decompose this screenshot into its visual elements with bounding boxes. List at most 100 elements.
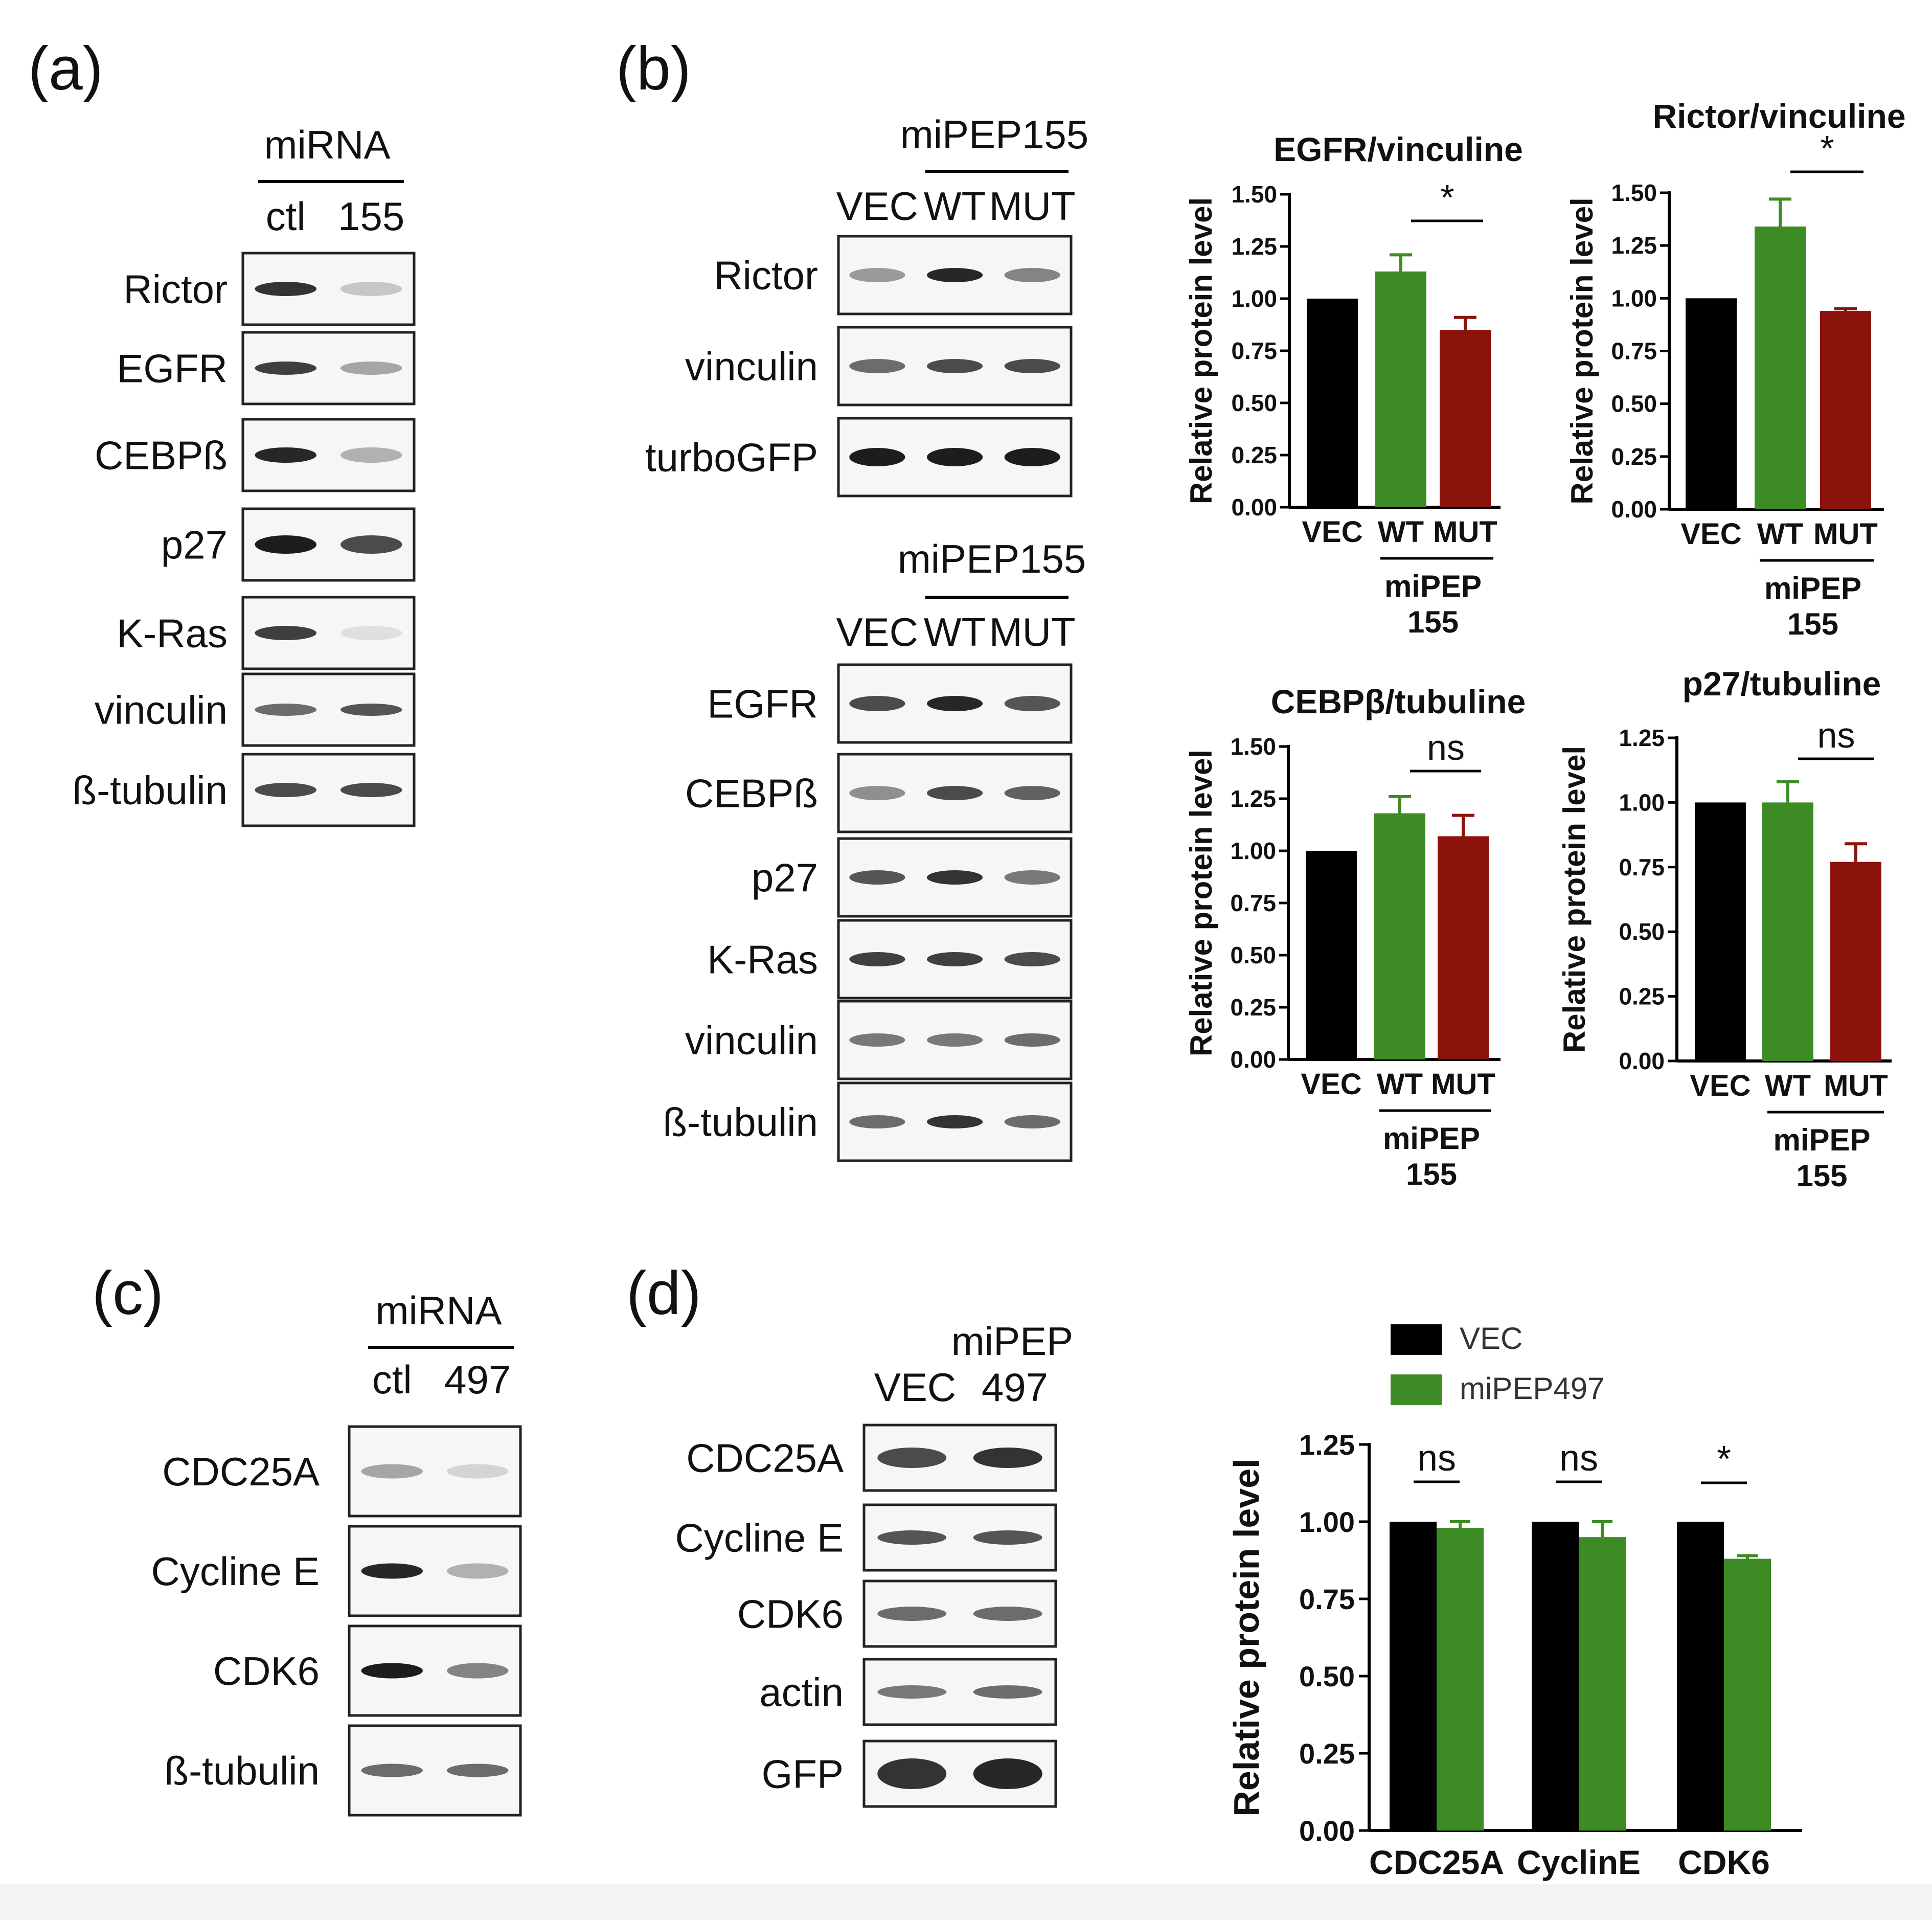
chart-category-label: CDK6 bbox=[1678, 1843, 1770, 1881]
chart-bar bbox=[1438, 836, 1489, 1059]
blot-row-label: Rictor bbox=[123, 266, 228, 311]
chart-ytick-label: 0.25 bbox=[1231, 442, 1277, 468]
chart-bar bbox=[1579, 1537, 1626, 1831]
chart-ytick-label: 0.50 bbox=[1299, 1660, 1355, 1692]
blot-band bbox=[849, 1033, 905, 1047]
chart-ytick-label: 1.00 bbox=[1230, 838, 1276, 864]
chart-bar bbox=[1695, 802, 1746, 1061]
chart-ytick-label: 0.75 bbox=[1611, 338, 1657, 365]
blot-band bbox=[361, 1764, 423, 1777]
chart-ytick-label: 0.50 bbox=[1611, 391, 1657, 417]
blot-row bbox=[348, 1425, 522, 1518]
chart-significance-label: ns bbox=[1417, 1438, 1456, 1479]
legend-swatch bbox=[1391, 1374, 1442, 1405]
blot-row-label: CDK6 bbox=[213, 1648, 320, 1693]
blot-band bbox=[340, 447, 402, 463]
legend-label: VEC bbox=[1460, 1321, 1522, 1356]
chart-category-label: VEC bbox=[1302, 515, 1362, 549]
blot-group-header: miRNA bbox=[264, 122, 391, 167]
chart-bar bbox=[1724, 1558, 1771, 1831]
blot-band bbox=[973, 1530, 1042, 1545]
chart-ytick-label: 0.00 bbox=[1231, 494, 1277, 521]
chart-ylabel: Relative protein level bbox=[1184, 197, 1218, 504]
blot-band bbox=[849, 268, 905, 282]
blot-band bbox=[255, 626, 317, 640]
chart-ytick-label: 0.25 bbox=[1230, 994, 1276, 1021]
chart-title: p27/tubuline bbox=[1683, 665, 1881, 703]
blot-frame bbox=[348, 1425, 522, 1518]
blot-row bbox=[241, 753, 416, 827]
blot-band bbox=[255, 362, 317, 375]
blot-row bbox=[862, 1658, 1057, 1726]
blot-band bbox=[849, 359, 905, 373]
blot-band bbox=[849, 870, 905, 885]
blot-lane-label: 497 bbox=[982, 1365, 1048, 1410]
chart-group-label: 155 bbox=[1796, 1159, 1847, 1193]
blot-row-label: Cycline E bbox=[151, 1549, 320, 1594]
blot-band bbox=[926, 696, 983, 711]
chart-bar bbox=[1390, 1522, 1437, 1831]
blot-lane-label: WT bbox=[924, 184, 986, 229]
blot-row bbox=[862, 1740, 1057, 1808]
blot-group-header: miPEP155 bbox=[900, 112, 1089, 157]
blot-row bbox=[348, 1624, 522, 1717]
blot-row-label: CDC25A bbox=[686, 1435, 844, 1480]
chart-ytick-label: 0.00 bbox=[1611, 496, 1657, 523]
chart-bar bbox=[1375, 271, 1426, 507]
chart-ytick-label: 0.25 bbox=[1619, 983, 1665, 1010]
blot-frame bbox=[241, 252, 416, 326]
panel-label-c: (c) bbox=[92, 1259, 164, 1327]
chart-category-label: MUT bbox=[1813, 517, 1878, 551]
blot-band bbox=[877, 1685, 947, 1699]
blot-band bbox=[446, 1764, 509, 1777]
blot-row bbox=[837, 417, 1073, 498]
chart-significance-label: * bbox=[1717, 1439, 1731, 1480]
blot-row bbox=[837, 753, 1073, 833]
blot-row bbox=[837, 1000, 1073, 1080]
blot-row bbox=[241, 252, 416, 326]
chart-group-label: miPEP bbox=[1384, 569, 1482, 603]
chart-bar bbox=[1374, 813, 1425, 1059]
blot-frame bbox=[862, 1579, 1057, 1648]
blot-band bbox=[973, 1758, 1042, 1789]
blot-row bbox=[348, 1724, 522, 1817]
blot-band bbox=[340, 783, 402, 797]
blot-row-label: ß-tubulin bbox=[165, 1748, 320, 1793]
blot-row-label: EGFR bbox=[707, 681, 818, 726]
chart-significance-label: * bbox=[1820, 128, 1834, 168]
blot-row bbox=[862, 1579, 1057, 1648]
blot-lane-label: WT bbox=[924, 609, 986, 654]
chart-ylabel: Relative protein level bbox=[1184, 750, 1218, 1056]
blot-row-label: GFP bbox=[762, 1751, 844, 1796]
chart-group-label: 155 bbox=[1787, 607, 1838, 641]
blot-band bbox=[926, 786, 983, 800]
legend-label: miPEP497 bbox=[1460, 1371, 1604, 1406]
blot-band bbox=[361, 1464, 423, 1479]
chart-category-label: VEC bbox=[1680, 517, 1741, 551]
chart-ylabel: Relative protein level bbox=[1557, 746, 1592, 1053]
blot-band bbox=[1004, 448, 1060, 466]
chart-ytick-label: 0.50 bbox=[1619, 918, 1665, 945]
chart-ytick-label: 1.25 bbox=[1299, 1429, 1355, 1461]
chart-group-label: miPEP bbox=[1383, 1121, 1480, 1156]
blot-band bbox=[1004, 1115, 1060, 1128]
chart-ytick-label: 1.25 bbox=[1619, 725, 1665, 751]
blot-band bbox=[361, 1663, 423, 1679]
blot-lane-label: ctl bbox=[372, 1357, 412, 1402]
blot-band bbox=[926, 448, 983, 466]
chart-bar bbox=[1820, 311, 1871, 509]
chart-group-label: 155 bbox=[1407, 605, 1459, 639]
chart-category-label: CyclinE bbox=[1517, 1843, 1641, 1881]
chart-ytick-label: 1.00 bbox=[1231, 285, 1277, 312]
blot-band bbox=[926, 359, 983, 373]
blot-band bbox=[849, 786, 905, 800]
blot-row-label: vinculin bbox=[685, 344, 818, 389]
blot-row bbox=[862, 1424, 1057, 1492]
chart-ytick-label: 0.50 bbox=[1231, 390, 1277, 416]
blot-band bbox=[1004, 786, 1060, 800]
blot-row-label: CDC25A bbox=[162, 1449, 320, 1494]
blot-lane-label: VEC bbox=[836, 184, 918, 229]
chart-ytick-label: 1.25 bbox=[1230, 785, 1276, 812]
blot-band bbox=[255, 535, 317, 554]
blot-band bbox=[446, 1663, 509, 1679]
